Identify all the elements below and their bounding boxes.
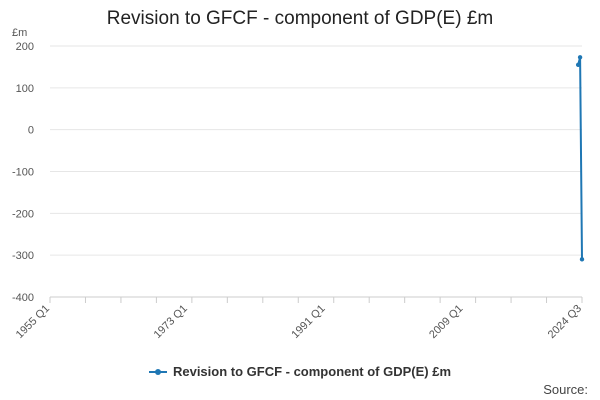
legend-series-swatch-icon — [148, 366, 167, 378]
y-tick-label: -300 — [12, 250, 34, 262]
data-point[interactable] — [575, 62, 581, 68]
chart-title: Revision to GFCF - component of GDP(E) £… — [106, 8, 494, 29]
source-label: Source: — [543, 382, 588, 397]
y-tick-label: 0 — [28, 125, 34, 137]
x-tick-label: 1991 Q1 — [289, 303, 327, 341]
legend[interactable]: Revision to GFCF - component of GDP(E) £… — [0, 364, 600, 379]
data-point[interactable] — [579, 257, 585, 262]
y-tick-label: -100 — [12, 167, 34, 179]
x-tick-label: 2024 Q3 — [546, 303, 584, 341]
y-tick-label: 100 — [16, 83, 34, 95]
y-tick-label: -200 — [12, 208, 34, 220]
series-layer — [575, 55, 585, 262]
y-axis-unit-label: £m — [12, 27, 27, 39]
y-tick-label: 200 — [16, 41, 34, 53]
x-tick-label: 1955 Q1 — [14, 303, 52, 341]
x-tick-label: 1973 Q1 — [152, 303, 190, 341]
data-point[interactable] — [577, 55, 583, 60]
y-tick-label: -400 — [12, 292, 34, 304]
legend-series-label[interactable]: Revision to GFCF - component of GDP(E) £… — [172, 364, 452, 379]
x-tick-label: 2009 Q1 — [427, 303, 465, 341]
grid-lines — [50, 45, 582, 298]
